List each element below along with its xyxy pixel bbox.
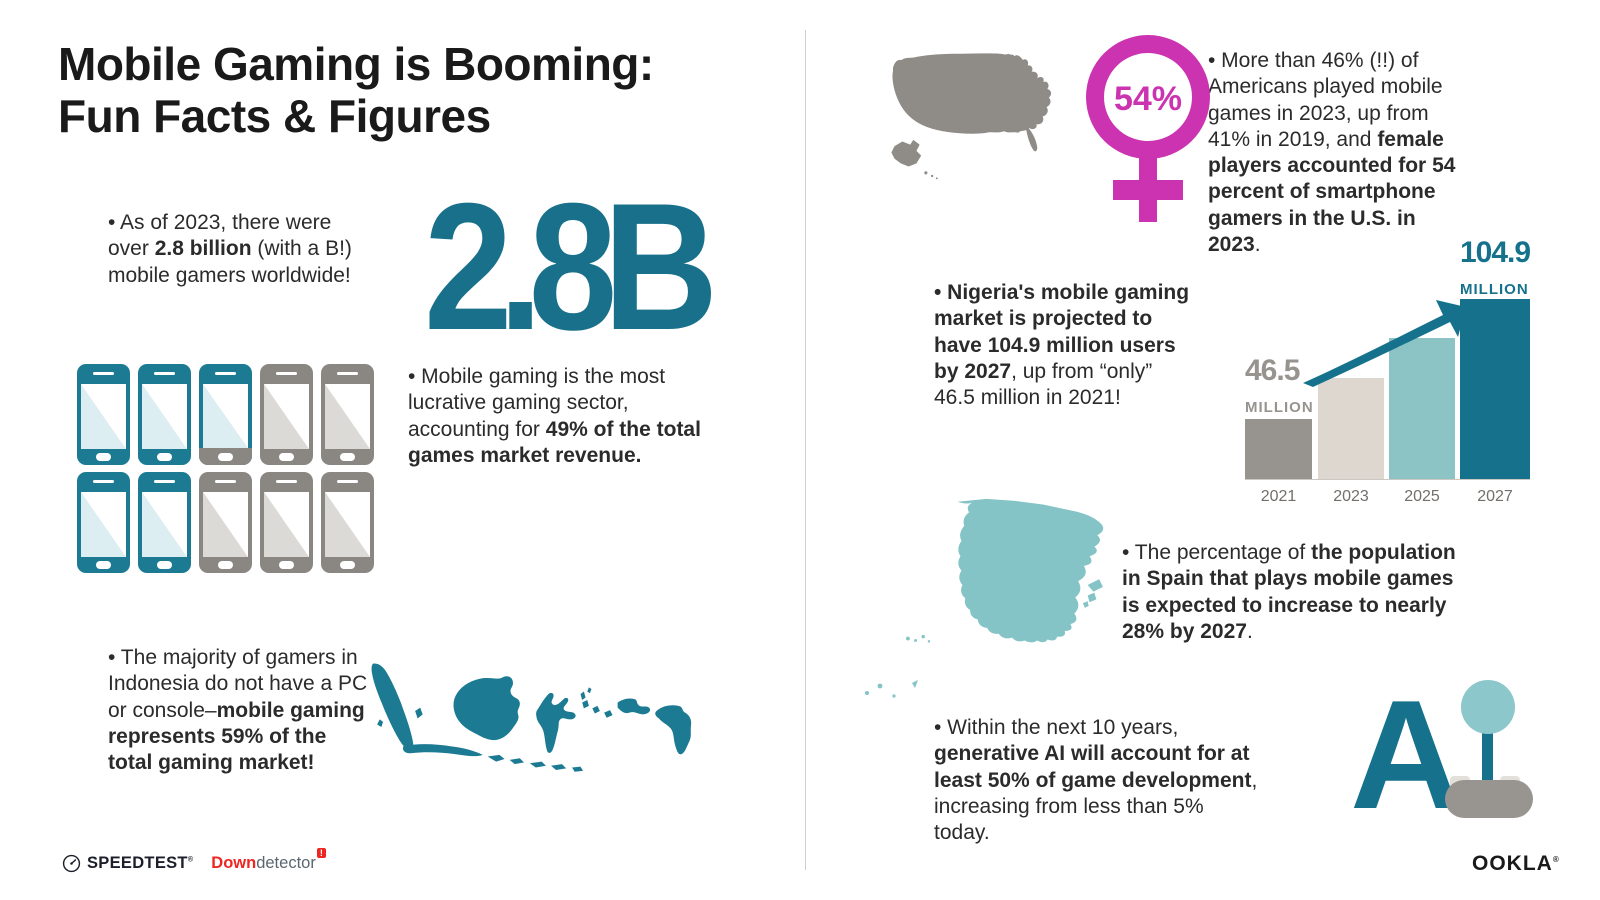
svg-text:A: A bbox=[1350, 680, 1458, 825]
svg-text:54%: 54% bbox=[1114, 80, 1182, 118]
